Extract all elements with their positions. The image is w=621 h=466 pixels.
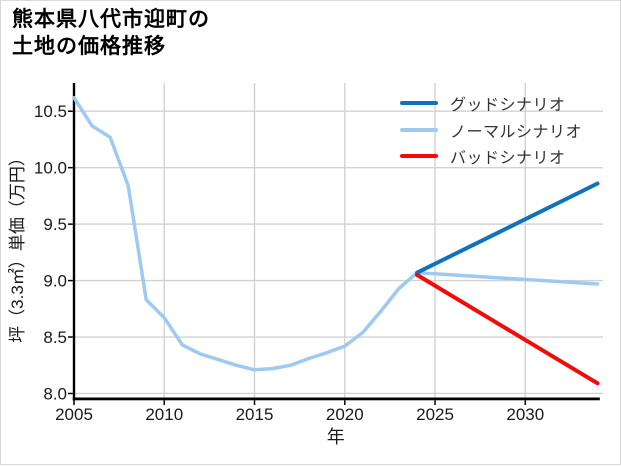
x-axis-spine [72,397,600,401]
series-line-0 [415,181,600,275]
x-tick-label: 2020 [326,405,364,424]
series-line-2 [415,272,600,386]
y-tick-label: 9.5 [43,215,67,234]
series-line-1 [72,95,600,372]
x-tick-label: 2010 [145,405,183,424]
legend-line-swatch [400,127,438,132]
legend-line-swatch [400,154,438,159]
x-axis-title: 年 [327,427,345,447]
legend-item: グッドシナリオ [400,90,582,117]
x-tick-label: 2015 [236,405,274,424]
legend-label: グッドシナリオ [450,97,566,115]
legend-label: ノーマルシナリオ [450,123,583,141]
chart-title-line2: 土地の価格推移 [12,35,166,58]
legend-item: ノーマルシナリオ [400,117,582,144]
legend-line-swatch [400,101,438,106]
x-tick-label: 2025 [416,405,454,424]
x-tick-label: 2030 [506,405,544,424]
legend: グッドシナリオ ノーマルシナリオ バッドシナリオ [400,90,582,170]
y-tick-label: 10.0 [34,159,67,178]
y-tick-label: 8.5 [43,328,67,347]
legend-item: バッドシナリオ [400,143,582,170]
legend-label: バッドシナリオ [450,150,566,168]
chart-title: 熊本県八代市迎町の 土地の価格推移 [12,6,210,60]
chart-title-line1: 熊本県八代市迎町の [12,8,210,31]
y-tick-label: 9.0 [43,272,67,291]
y-tick-label: 10.5 [34,102,67,121]
y-axis-spine [72,83,76,401]
x-tick-label: 2005 [55,405,93,424]
y-tick-label: 8.0 [43,384,67,403]
y-axis-title: 坪（3.3㎡）単価（万円） [8,149,27,343]
